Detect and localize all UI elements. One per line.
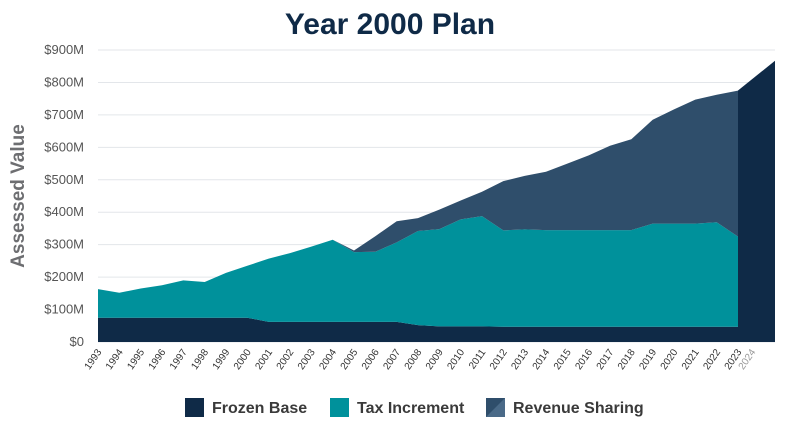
x-tick-label: 2000 [232,347,254,372]
x-tick-label: 2008 [403,347,425,372]
x-tick-label: 2022 [701,347,723,372]
x-axis-ticks: 1993 1994 1995 1996 1997 1998 1999 2000 2001 2002… [83,347,759,372]
y-tick-label: $600M [44,139,84,154]
legend-swatch-tax-increment [330,398,349,417]
legend-swatch-frozen-base [185,398,204,417]
x-tick-label: 1996 [147,347,169,372]
y-axis-label: Assessed Value [8,124,29,268]
y-tick-label: $800M [44,74,84,89]
x-tick-label: 2003 [296,347,318,372]
series-area-revenue-sharing [98,90,738,293]
series-area-tax-increment [98,216,738,327]
x-tick-label: 1994 [104,347,126,372]
x-tick-label: 2013 [509,347,531,372]
legend-swatch-shade [486,398,505,417]
legend-label-tax-increment: Tax Increment [357,400,465,417]
y-tick-label: $700M [44,107,84,122]
x-tick-label: 1993 [83,347,105,372]
x-tick-label: 2019 [637,347,659,372]
x-tick-label: 1998 [189,347,211,372]
x-tick-label: 2005 [339,347,361,372]
x-tick-label: 2002 [275,347,297,372]
x-tick-label: 2014 [531,347,553,372]
x-tick-label: 1995 [125,347,147,372]
y-tick-label: $0 [70,334,84,349]
x-tick-label: 2007 [381,347,403,372]
x-tick-label: 2009 [424,347,446,372]
legend-label-frozen-base: Frozen Base [212,400,307,417]
x-tick-label: 2018 [616,347,638,372]
x-tick-label: 2011 [467,347,489,371]
x-tick-label: 2012 [488,347,510,372]
series-layer [98,60,775,342]
y-tick-label: $900M [44,42,84,57]
series-area-frozen-base-2024 [738,60,775,342]
y-tick-label: $500M [44,172,84,187]
legend: Frozen Base Tax Increment Revenue Sharing [185,398,644,417]
y-axis-ticks: $0 $100M $200M $300M $400M $500M $600M $700M $80… [44,42,84,349]
x-tick-label: 2001 [253,347,275,372]
y-tick-label: $300M [44,237,84,252]
x-tick-label: 1999 [211,347,233,372]
x-tick-label: 2010 [445,347,467,372]
x-tick-label: 2017 [595,347,617,372]
x-tick-label: 2015 [552,347,574,372]
y-tick-label: $100M [44,302,84,317]
y-tick-label: $200M [44,269,84,284]
chart-title: Year 2000 Plan [285,8,495,41]
x-tick-label: 2004 [317,347,339,372]
legend-label-revenue-sharing: Revenue Sharing [513,400,644,417]
x-tick-label: 2016 [573,347,595,372]
series-area-frozen-base [98,317,738,342]
y-tick-label: $400M [44,204,84,219]
x-tick-label: 2020 [659,347,681,372]
x-tick-label: 2006 [360,347,382,372]
x-tick-label: 2021 [680,347,702,372]
x-tick-label: 1997 [168,347,190,372]
